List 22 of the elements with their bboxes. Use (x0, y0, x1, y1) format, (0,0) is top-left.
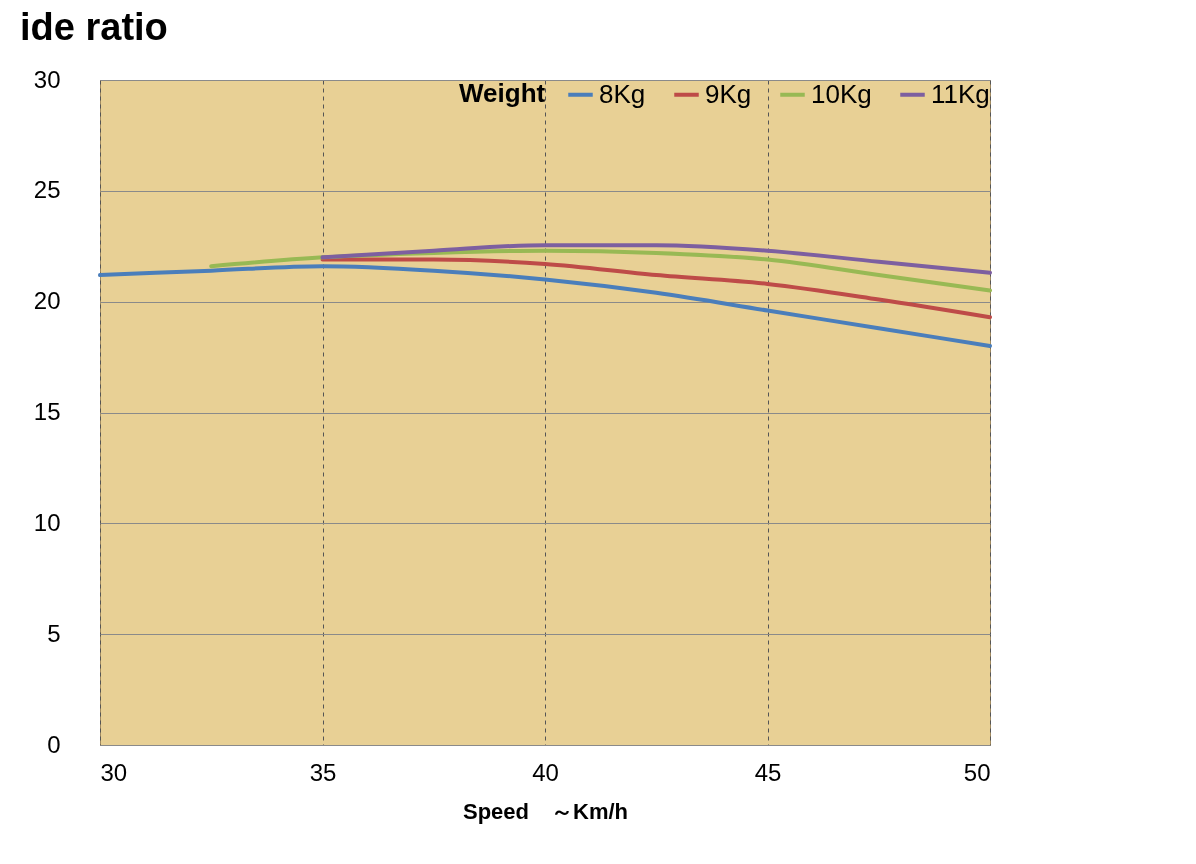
x-tick-label: 50 (963, 758, 991, 786)
x-tick-label: 30 (100, 758, 128, 786)
y-tick-label: 15 (33, 398, 61, 425)
line-series (98, 264, 992, 348)
x-tick-label: 45 (754, 758, 782, 786)
y-tick-label: 20 (33, 287, 61, 315)
y-tick-label: 0 (47, 730, 61, 758)
y-tick-label: 30 (33, 65, 61, 93)
y-tick-label: 25 (33, 176, 61, 204)
legend-label: 10Kg (811, 78, 872, 109)
legend-label: 8Kg (599, 78, 646, 109)
line-series (320, 243, 992, 275)
legend-title: Weight (459, 78, 546, 108)
y-tick-label: 5 (47, 619, 61, 647)
x-axis-title: Speed ～Km/h (462, 798, 629, 824)
x-tick-label: 35 (309, 758, 337, 786)
chart-title: ide ratio (20, 6, 168, 48)
line-series (320, 257, 992, 320)
x-tick-label: 40 (532, 758, 559, 786)
y-tick-label: 10 (33, 508, 61, 536)
legend-label: 9Kg (705, 78, 752, 109)
legend-label: 11Kg (931, 78, 990, 109)
